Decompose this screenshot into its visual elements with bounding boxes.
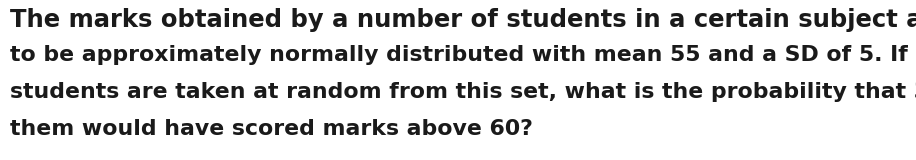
Text: The marks obtained by a number of students in a certain subject are assumed: The marks obtained by a number of studen… (10, 8, 916, 32)
Text: students are taken at random from this set, what is the probability that 3 of: students are taken at random from this s… (10, 82, 916, 102)
Text: them would have scored marks above 60?: them would have scored marks above 60? (10, 119, 533, 139)
Text: to be approximately normally distributed with mean 55 and a SD of 5. If 5: to be approximately normally distributed… (10, 45, 916, 65)
